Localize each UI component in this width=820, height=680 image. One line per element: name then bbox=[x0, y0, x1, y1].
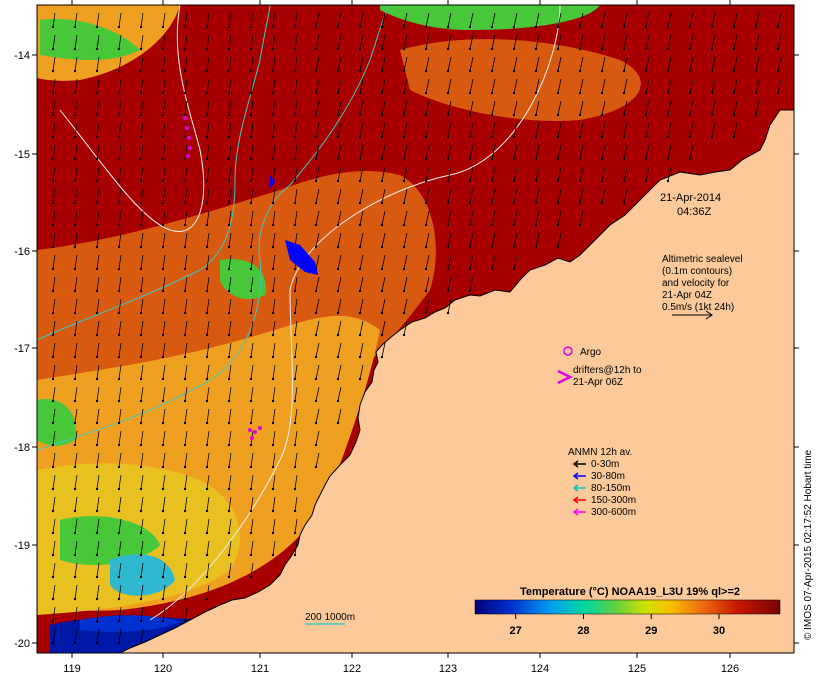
depth-contour-label: 200 1000m bbox=[305, 612, 355, 623]
y-axis: -14 -15 -16 -17 -18 -19 -20 bbox=[14, 50, 799, 650]
drifter-symbol bbox=[557, 369, 573, 385]
drifters-label: drifters@12h to bbox=[573, 365, 642, 376]
anmn-legend-label: 300-600m bbox=[591, 507, 636, 518]
y-tick-label: -19 bbox=[14, 540, 30, 552]
x-tick-label: 125 bbox=[628, 663, 646, 675]
x-tick-label: 121 bbox=[251, 663, 269, 675]
anmn-legend-label: 0-30m bbox=[591, 459, 619, 470]
drifters-label-2: 21-Apr 06Z bbox=[573, 377, 623, 388]
sst-green-patch-2 bbox=[37, 399, 76, 446]
sst-cyan-patch bbox=[110, 554, 175, 596]
sst-green-patch-1 bbox=[40, 19, 140, 60]
sst-north-band bbox=[400, 39, 641, 121]
sst-cold-core bbox=[80, 615, 180, 632]
contour-1000m bbox=[37, 5, 271, 341]
colorbar-ticks: 27 28 29 30 bbox=[510, 614, 725, 637]
argo-label: Argo bbox=[580, 347, 602, 358]
velocity-arrows bbox=[51, 12, 782, 645]
colorbar-tick-label: 28 bbox=[577, 625, 589, 637]
altimetry-note: Altimetric sealevel (0.1m contours) and … bbox=[662, 254, 743, 320]
svg-text:21-Apr 04Z: 21-Apr 04Z bbox=[662, 290, 712, 301]
x-tick-label: 123 bbox=[439, 663, 457, 675]
sst-green-patch-3 bbox=[60, 516, 160, 565]
plot-frame bbox=[36, 4, 795, 654]
sst-green-patch-4 bbox=[220, 259, 266, 300]
map-date: 21-Apr-2014 bbox=[660, 192, 721, 204]
colorbar-title: Temperature (°C) NOAA19_L3U 19% ql>=2 bbox=[520, 586, 740, 598]
y-tick-label: -14 bbox=[14, 50, 30, 62]
contour-200m bbox=[37, 5, 391, 451]
x-tick-label: 119 bbox=[63, 663, 81, 675]
sst-green-patch-5 bbox=[380, 5, 600, 30]
x-tick-label: 124 bbox=[531, 663, 549, 675]
y-tick-label: -20 bbox=[14, 638, 30, 650]
x-tick-label: 122 bbox=[343, 663, 361, 675]
y-tick-label: -15 bbox=[14, 149, 30, 161]
colorbar-tick-label: 27 bbox=[510, 625, 522, 637]
x-axis: 119 120 121 122 123 124 125 126 bbox=[63, 0, 739, 675]
colorbar-tick-label: 30 bbox=[713, 625, 725, 637]
anmn-legend-label: 150-300m bbox=[591, 495, 636, 506]
altimetry-contour-1 bbox=[59, 5, 205, 232]
anmn-legend-label: 80-150m bbox=[591, 483, 630, 494]
colorbar bbox=[474, 599, 781, 615]
x-tick-label: 126 bbox=[721, 663, 739, 675]
svg-text:(0.1m contours): (0.1m contours) bbox=[662, 266, 732, 277]
map-time: 04:36Z bbox=[677, 206, 712, 218]
anmn-title: ANMN 12h av. bbox=[568, 447, 632, 458]
drifter-track bbox=[183, 116, 262, 440]
credit-text: © IMOS 07-Apr-2015 02:17:52 Hobart time bbox=[803, 449, 814, 640]
anmn-legend-label: 30-80m bbox=[591, 471, 625, 482]
svg-text:Altimetric sealevel: Altimetric sealevel bbox=[662, 254, 743, 265]
anmn-blue-cluster bbox=[270, 175, 318, 275]
y-tick-label: -16 bbox=[14, 246, 30, 258]
svg-text:0.5m/s (1kt 24h): 0.5m/s (1kt 24h) bbox=[662, 302, 734, 313]
svg-text:and velocity for: and velocity for bbox=[662, 278, 730, 289]
argo-symbol bbox=[563, 346, 573, 356]
y-tick-label: -17 bbox=[14, 343, 30, 355]
y-tick-label: -18 bbox=[14, 442, 30, 454]
land-mass bbox=[119, 109, 795, 654]
colorbar-tick-label: 29 bbox=[645, 625, 657, 637]
altimetry-contour-2 bbox=[149, 5, 561, 621]
x-tick-label: 120 bbox=[154, 663, 172, 675]
